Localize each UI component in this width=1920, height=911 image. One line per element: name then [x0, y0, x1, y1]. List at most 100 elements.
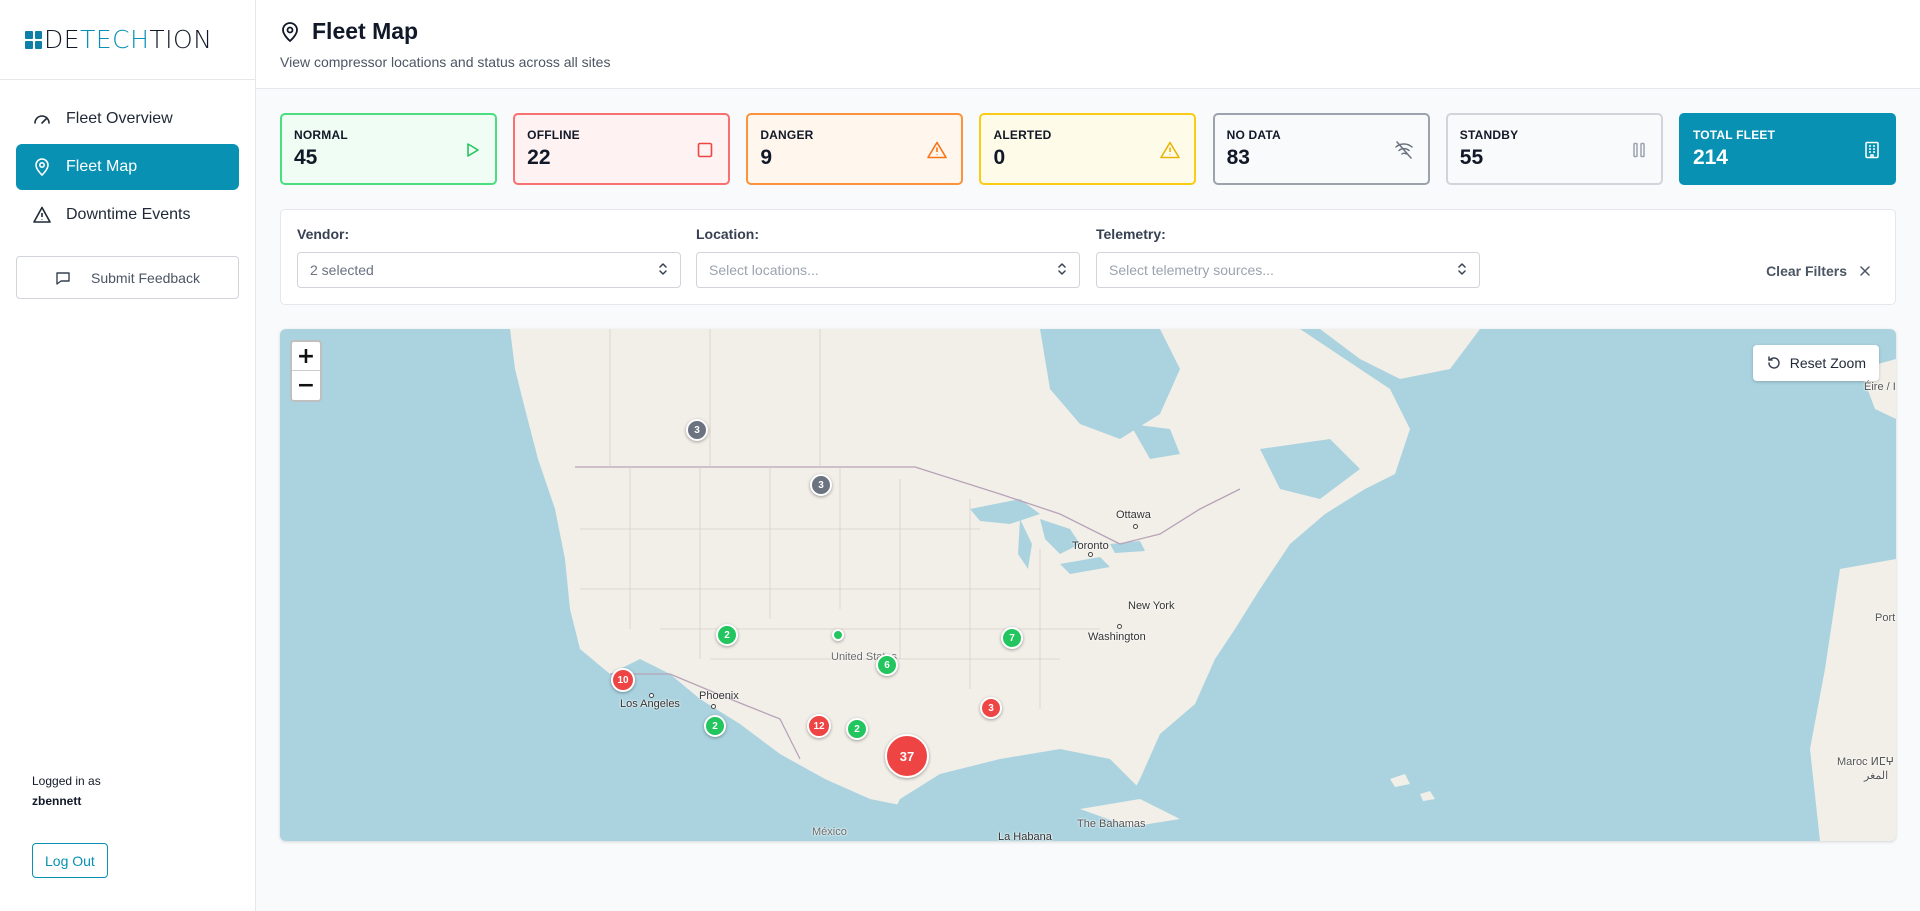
- stat-label: TOTAL FLEET: [1692, 128, 1776, 142]
- map-pin-icon: [32, 157, 52, 177]
- stat-card-no-data[interactable]: NO DATA 83: [1212, 113, 1430, 185]
- building-icon: [1864, 141, 1880, 159]
- stat-value: 0: [993, 146, 1006, 169]
- stat-label: NORMAL: [294, 128, 348, 142]
- city-label-la-habana: La Habana: [998, 831, 1052, 841]
- close-icon: [1859, 265, 1871, 277]
- city-label-phoenix: Phoenix: [699, 690, 739, 702]
- map-label-eire: Éire / I: [1864, 381, 1896, 393]
- page-subtitle: View compressor locations and status acr…: [280, 54, 611, 70]
- feedback-label: Submit Feedback: [91, 269, 200, 286]
- location-filter: Location: Select locations...: [696, 226, 1080, 288]
- map-label-maroc: Maroc ⵍⵎⵖ: [1837, 756, 1894, 768]
- logged-in-label: Logged in as: [32, 774, 101, 788]
- sidebar-item-downtime-events[interactable]: Downtime Events: [16, 192, 239, 238]
- clear-filters-button[interactable]: Clear Filters: [1766, 263, 1871, 279]
- clear-filters-label: Clear Filters: [1766, 263, 1847, 279]
- telemetry-filter: Telemetry: Select telemetry sources...: [1096, 226, 1480, 288]
- city-dot: [1117, 624, 1122, 629]
- stat-label: STANDBY: [1459, 128, 1519, 142]
- sidebar-item-label: Fleet Map: [66, 158, 138, 175]
- filter-panel: Vendor: 2 selected Location: Select loca…: [280, 209, 1896, 305]
- city-label-ottawa: Ottawa: [1116, 509, 1151, 521]
- map-cluster-marker[interactable]: 37: [885, 734, 929, 778]
- stat-value: 214: [1692, 146, 1728, 169]
- stat-card-standby[interactable]: STANDBY 55: [1445, 113, 1663, 185]
- location-select[interactable]: Select locations...: [696, 252, 1080, 288]
- location-select-placeholder: Select locations...: [709, 262, 819, 278]
- map-cluster-marker[interactable]: 3: [686, 419, 708, 441]
- submit-feedback-button[interactable]: Submit Feedback: [16, 256, 239, 299]
- fleet-map[interactable]: + − Reset Zoom Ottawa Toronto New York W…: [280, 329, 1896, 841]
- zoom-controls: + −: [290, 340, 322, 402]
- stat-card-offline[interactable]: OFFLINE 22: [513, 113, 731, 185]
- stat-label: OFFLINE: [527, 128, 580, 142]
- sidebar-item-fleet-overview[interactable]: Fleet Overview: [16, 96, 239, 142]
- city-label-washington: Washington: [1088, 631, 1146, 643]
- city-dot: [1088, 552, 1093, 557]
- stat-card-alerted[interactable]: ALERTED 0: [979, 113, 1197, 185]
- stat-value: 83: [1226, 146, 1250, 169]
- page-header: Fleet Map View compressor locations and …: [256, 0, 1920, 89]
- vendor-select[interactable]: 2 selected: [297, 252, 681, 288]
- vendor-label: Vendor:: [297, 226, 350, 242]
- stat-value: 9: [760, 146, 772, 169]
- map-cluster-marker[interactable]: 12: [807, 714, 831, 738]
- play-icon: [463, 141, 481, 159]
- map-pin-icon: [280, 21, 300, 43]
- sidebar-item-fleet-map[interactable]: Fleet Map: [16, 144, 239, 190]
- map-cluster-marker[interactable]: 2: [846, 718, 868, 740]
- stat-card-danger[interactable]: DANGER 9: [746, 113, 964, 185]
- stat-label: NO DATA: [1226, 128, 1281, 142]
- map-cluster-marker[interactable]: 6: [876, 654, 898, 676]
- page-title: Fleet Map: [312, 18, 419, 44]
- stat-value: 45: [294, 146, 318, 169]
- map-cluster-marker[interactable]: 7: [1001, 627, 1023, 649]
- map-cluster-marker[interactable]: 3: [810, 474, 832, 496]
- city-label-los-angeles: Los Angeles: [620, 698, 680, 710]
- city-label-toronto: Toronto: [1072, 540, 1109, 552]
- stat-label: DANGER: [760, 128, 814, 142]
- map-label-maghreb: المغر: [1864, 770, 1889, 782]
- telemetry-label: Telemetry:: [1096, 226, 1166, 242]
- stat-value: 22: [527, 146, 551, 169]
- stat-card-normal[interactable]: NORMAL 45: [280, 113, 497, 185]
- warning-icon: [1160, 141, 1181, 159]
- map-label-portugal: Port: [1875, 612, 1896, 624]
- logout-button[interactable]: Log Out: [32, 843, 108, 878]
- city-dot: [649, 693, 654, 698]
- stat-label: ALERTED: [993, 128, 1052, 142]
- wifi-off-icon: [1394, 141, 1414, 159]
- stop-icon: [696, 141, 714, 159]
- stat-card-total-fleet[interactable]: TOTAL FLEET 214: [1678, 113, 1896, 185]
- map-cluster-marker[interactable]: 2: [716, 624, 738, 646]
- city-dot: [711, 704, 716, 709]
- brand-logo: DETECHTION: [0, 0, 255, 80]
- username: zbennett: [32, 794, 82, 808]
- telemetry-select-placeholder: Select telemetry sources...: [1109, 262, 1274, 278]
- logo-icon: [25, 30, 42, 49]
- message-icon: [55, 270, 71, 286]
- zoom-out-button[interactable]: −: [296, 373, 316, 398]
- chevron-up-down-icon: [1057, 262, 1067, 279]
- map-point-marker[interactable]: [832, 629, 844, 641]
- chevron-up-down-icon: [1457, 262, 1467, 279]
- zoom-in-button[interactable]: +: [292, 342, 320, 371]
- telemetry-select[interactable]: Select telemetry sources...: [1096, 252, 1480, 288]
- reset-zoom-button[interactable]: Reset Zoom: [1752, 345, 1879, 381]
- sidebar-nav: Fleet Overview Fleet Map Downtime Events: [0, 80, 255, 238]
- pause-icon: [1631, 141, 1647, 159]
- map-cluster-marker[interactable]: 2: [704, 715, 726, 737]
- map-label-mexico: México: [812, 826, 847, 838]
- map-tiles: [510, 329, 1896, 841]
- map-cluster-marker[interactable]: 3: [980, 697, 1002, 719]
- vendor-filter: Vendor: 2 selected: [297, 226, 681, 288]
- warning-icon: [927, 141, 948, 159]
- sidebar: DETECHTION Fleet Overview Fleet Map Down…: [0, 0, 256, 911]
- city-label-new-york: New York: [1128, 600, 1175, 612]
- map-cluster-marker[interactable]: 10: [611, 668, 635, 692]
- login-info: Logged in as zbennett: [32, 774, 101, 808]
- city-dot: [1133, 524, 1138, 529]
- sidebar-item-label: Fleet Overview: [66, 110, 173, 127]
- stat-value: 55: [1459, 146, 1484, 169]
